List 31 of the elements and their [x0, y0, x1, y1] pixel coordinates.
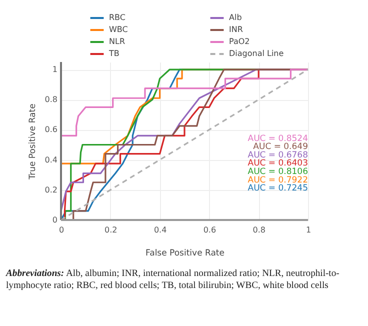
legend-label: Diagonal Line: [229, 49, 284, 58]
legend-label: INR: [229, 25, 244, 34]
legend-label: PaO2: [229, 37, 250, 46]
text: Abbreviations: Alb, albumin; INR, international normalized ratio; NLR, neutrophil-to-lymphocyte ratio; RBC, red blood cells; TB, total bilirubin; WBC, white blood cells: [6, 268, 340, 293]
x-tick-label: 0.8: [252, 226, 266, 234]
legend-label: NLR: [109, 37, 126, 46]
x-tick-label: 1: [306, 226, 312, 234]
x-tick-label: 0.4: [154, 226, 167, 234]
legend-label: WBC: [109, 25, 128, 34]
annotation: AUC = 0.649: [253, 142, 308, 152]
legend-label: Alb: [229, 13, 242, 22]
y-tick-label: 0.8: [44, 95, 58, 104]
y-tick-label: 1: [52, 65, 58, 74]
line-series: [60, 68, 309, 221]
y-axis-title: True Positive Rate: [28, 104, 38, 180]
annotation: AUC = 0.8524: [248, 134, 308, 144]
x-tick-label: 0.6: [203, 226, 216, 234]
annotation: AUC = 0.6403: [248, 158, 308, 169]
y-tick-label: 0: [52, 216, 58, 224]
annotation: AUC = 0.6768: [248, 150, 308, 160]
annotation: AUC = 0.7245: [248, 184, 308, 194]
annotation: AUC = 0.8106: [248, 167, 308, 178]
legend-label: TB: [108, 49, 120, 58]
y-tick-label: 0.4: [44, 155, 58, 164]
legend-label: RBC: [109, 13, 126, 22]
annotation: AUC = 0.7922: [248, 175, 308, 186]
x-tick-label: 0: [58, 226, 64, 234]
x-axis-title: False Positive Rate: [146, 248, 224, 258]
y-tick-label: 0.6: [44, 125, 58, 134]
y-tick-label: 0.2: [44, 185, 58, 194]
x-tick-label: 0.2: [104, 226, 118, 234]
